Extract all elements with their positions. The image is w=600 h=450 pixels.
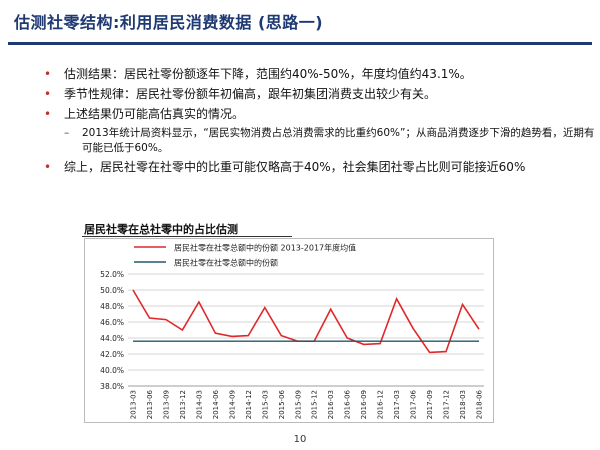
bullet-text: 上述结果仍可能高估真实的情况。 [64,107,245,121]
x-tick-label: 2014-09 [228,390,236,419]
bullet-icon: • [44,160,52,174]
page-number: 10 [293,434,307,445]
slide-title: 估测社零结构:利用居民消费数据 (思路一) [14,13,324,32]
bullet-icon: • [44,87,52,101]
x-tick-label: 2015-03 [261,390,269,419]
bullet-item: • 上述结果仍可能高估真实的情况。 [44,106,595,123]
bullet-text: 季节性规律：居民社零份额年初偏高，跟年初集团消费支出较少有关。 [64,87,437,101]
title-rule [8,42,592,45]
x-tick-label: 2017-09 [426,390,434,419]
bullet-icon: • [44,67,52,81]
sub-bullet-text: 2013年统计局资料显示，“居民实物消费占总消费需求的比重约60%”；从商品消费… [82,127,595,154]
x-tick-label: 2014-12 [245,390,253,419]
chart-title-rule [82,236,292,237]
y-tick-label: 44.0% [100,334,124,343]
bullet-item: • 综上，居民社零在社零中的比重可能仅略高于40%，社会集团社零占比则可能接近6… [44,159,595,176]
x-tick-label: 2018-03 [459,390,467,419]
bullet-item: • 估测结果：居民社零份额逐年下降，范围约40%-50%，年度均值约43.1%。 [44,66,595,83]
x-tick-label: 2014-03 [195,390,203,419]
bullet-text: 估测结果：居民社零份额逐年下降，范围约40%-50%，年度均值约43.1%。 [64,67,472,81]
x-tick-label: 2015-09 [294,390,302,419]
bullet-text: 综上，居民社零在社零中的比重可能仅略高于40%，社会集团社零占比则可能接近60% [64,160,526,174]
x-tick-label: 2013-06 [146,389,154,419]
x-tick-label: 2015-12 [311,390,319,419]
x-tick-label: 2016-03 [327,390,335,419]
y-tick-label: 48.0% [100,302,124,311]
x-tick-label: 2017-03 [393,390,401,419]
y-tick-label: 46.0% [100,318,124,327]
bullet-icon: • [44,107,52,121]
x-tick-label: 2017-06 [410,389,418,419]
bullet-item: • 季节性规律：居民社零份额年初偏高，跟年初集团消费支出较少有关。 [44,86,595,103]
dash-icon: – [64,127,70,139]
x-tick-label: 2016-06 [344,389,352,419]
chart-frame [84,238,494,423]
x-tick-label: 2013-09 [162,390,170,419]
line-chart: 居民社零在社零总额中的份额 2013-2017年度均值居民社零在社零总额中的份额… [84,238,494,423]
chart-title: 居民社零在总社零中的占比估测 [84,223,238,236]
y-tick-label: 50.0% [100,286,124,295]
y-tick-label: 42.0% [100,350,124,359]
y-tick-label: 52.0% [100,270,124,279]
x-tick-label: 2016-09 [360,390,368,419]
y-tick-label: 38.0% [100,382,124,391]
bullet-list: • 估测结果：居民社零份额逐年下降，范围约40%-50%，年度均值约43.1%。… [44,66,595,179]
x-tick-label: 2018-06 [476,389,484,419]
legend-label: 居民社零在社零总额中的份额 [174,258,278,268]
sub-bullet-item: – 2013年统计局资料显示，“居民实物消费占总消费需求的比重约60%”；从商品… [64,126,595,156]
x-tick-label: 2016-12 [377,390,385,419]
x-tick-label: 2013-12 [179,390,187,419]
x-tick-label: 2013-03 [130,390,138,419]
x-tick-label: 2015-06 [278,389,286,419]
legend-label: 居民社零在社零总额中的份额 2013-2017年度均值 [174,243,356,253]
x-tick-label: 2014-06 [212,389,220,419]
x-tick-label: 2017-12 [443,390,451,419]
y-tick-label: 40.0% [100,366,124,375]
